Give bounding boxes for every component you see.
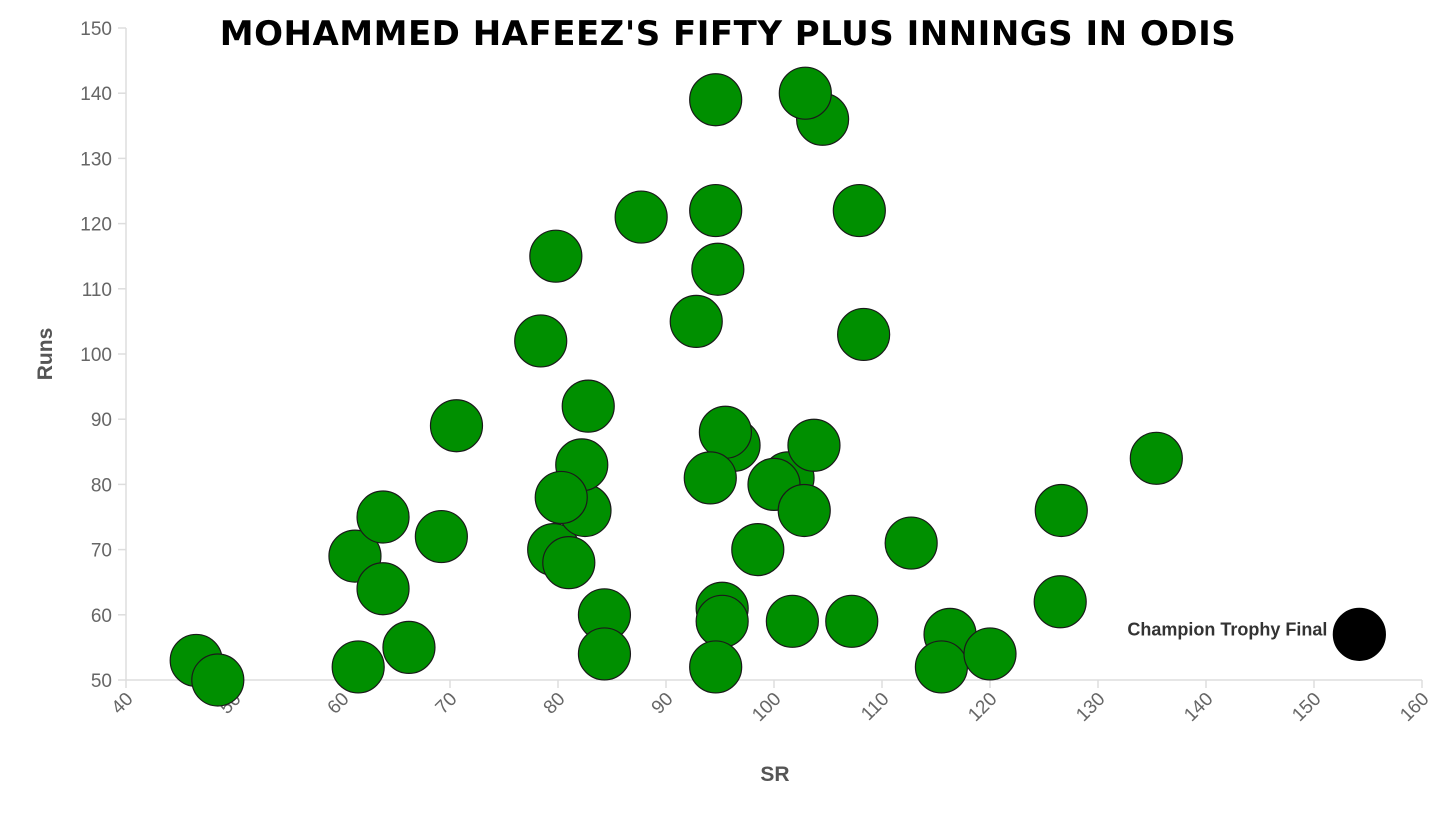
y-tick-label: 90	[91, 410, 112, 431]
data-point	[825, 594, 879, 648]
y-tick-label: 140	[80, 84, 112, 105]
x-tick-label: 70	[432, 689, 462, 719]
highlight-annotation: Champion Trophy Final	[1127, 619, 1327, 639]
x-tick-label: 110	[857, 689, 893, 725]
data-point	[787, 418, 841, 472]
data-point	[689, 183, 743, 238]
data-point	[837, 307, 891, 362]
data-point	[429, 399, 484, 453]
highlight-group: Champion Trophy Final	[1127, 607, 1386, 661]
data-point	[777, 483, 831, 538]
x-tick-label: 80	[540, 689, 570, 719]
y-tick-label: 50	[91, 671, 112, 692]
data-point	[614, 190, 668, 244]
data-point	[731, 522, 785, 577]
data-point	[778, 66, 832, 120]
x-tick-label: 90	[648, 689, 678, 719]
data-points	[169, 66, 1183, 707]
data-point	[669, 294, 723, 348]
x-tick-label: 150	[1288, 689, 1325, 726]
y-tick-label: 80	[91, 475, 112, 496]
data-point	[191, 653, 245, 707]
data-point	[689, 73, 743, 127]
x-tick-label: 140	[1180, 689, 1217, 726]
chart-title: MOHAMMED HAFEEZ'S FIFTY PLUS INNINGS IN …	[220, 14, 1236, 54]
data-point	[561, 379, 615, 433]
data-point	[577, 627, 632, 681]
data-point	[542, 536, 596, 590]
x-tick-label: 130	[1072, 689, 1109, 726]
y-tick-label: 100	[80, 345, 112, 366]
x-axis-label: SR	[760, 763, 789, 786]
y-axis-label: Runs	[34, 328, 57, 381]
data-point	[884, 516, 938, 570]
data-point	[414, 509, 468, 564]
x-tick-label: 100	[748, 689, 785, 726]
x-axis: 40 50 60 70 80 90 100 110 120 130 140 150 160	[108, 679, 1434, 726]
data-point	[765, 594, 819, 648]
x-tick-label: 160	[1396, 689, 1433, 726]
y-tick-label: 70	[91, 541, 112, 562]
x-tick-label: 60	[324, 689, 354, 719]
y-axis: 50 60 70 80 90 100 110 120 130 140 150	[80, 19, 127, 692]
highlight-point	[1332, 607, 1386, 661]
data-point	[356, 490, 410, 544]
data-point	[963, 627, 1017, 681]
data-point	[1129, 431, 1183, 485]
data-point	[514, 314, 568, 368]
data-point	[1033, 575, 1087, 629]
data-point	[691, 242, 745, 296]
data-point	[914, 640, 969, 694]
data-point	[683, 451, 737, 505]
data-point	[534, 470, 588, 525]
data-point	[529, 229, 583, 283]
data-point	[356, 562, 410, 616]
data-point	[698, 405, 753, 459]
data-point	[695, 594, 749, 648]
data-point	[689, 640, 743, 694]
data-point	[1034, 483, 1088, 538]
x-tick-label: 40	[108, 689, 138, 719]
y-tick-label: 150	[80, 19, 112, 40]
y-tick-label: 110	[82, 280, 112, 301]
data-point	[331, 640, 385, 694]
data-point	[832, 183, 886, 238]
data-point	[382, 620, 436, 675]
x-tick-label: 120	[964, 689, 1001, 726]
y-tick-label: 120	[80, 215, 112, 236]
y-tick-label: 130	[80, 149, 112, 170]
y-tick-label: 60	[91, 606, 112, 627]
